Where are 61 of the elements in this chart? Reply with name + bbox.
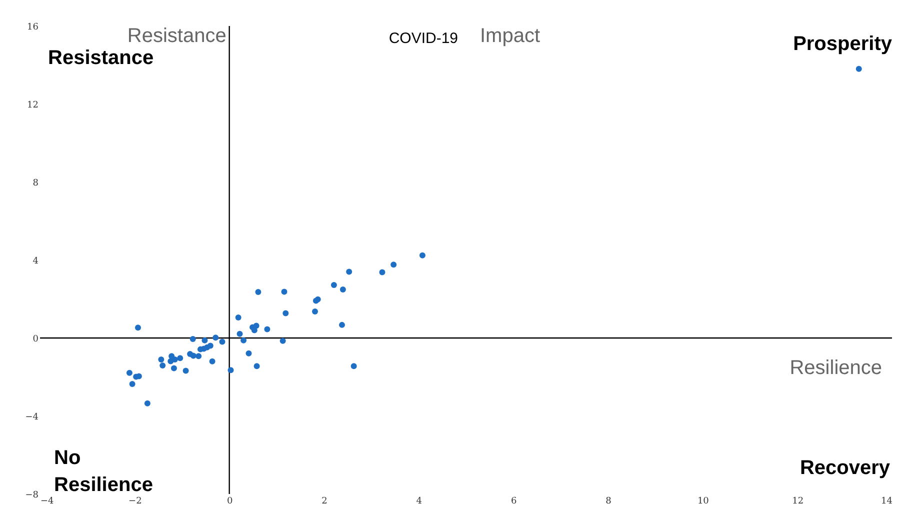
point bbox=[182, 368, 189, 374]
point bbox=[419, 252, 426, 258]
point bbox=[177, 355, 184, 362]
point bbox=[282, 310, 289, 316]
point bbox=[160, 362, 166, 368]
point bbox=[246, 350, 252, 356]
x-tick-label: 2 bbox=[322, 496, 328, 506]
point bbox=[340, 286, 346, 292]
point bbox=[254, 363, 260, 370]
point bbox=[129, 381, 136, 388]
y-tick-label: 4 bbox=[32, 256, 39, 266]
point bbox=[236, 330, 243, 337]
annotation: No Resilience bbox=[54, 447, 153, 496]
x-tick-label: −2 bbox=[128, 496, 142, 506]
point bbox=[281, 288, 288, 295]
point bbox=[235, 314, 242, 321]
y-tick-label: 12 bbox=[27, 100, 38, 110]
x-tick-label: 14 bbox=[881, 496, 893, 506]
point bbox=[338, 322, 345, 328]
x-axis-title: Resilience bbox=[790, 357, 882, 379]
point bbox=[158, 356, 164, 362]
point bbox=[196, 353, 202, 360]
chart-subtitle: Impact bbox=[480, 25, 540, 47]
x-tick-label: 4 bbox=[416, 496, 422, 506]
x-tick-label: 0 bbox=[226, 496, 233, 506]
annotation: Resistance bbox=[48, 47, 154, 69]
point bbox=[190, 336, 196, 342]
point bbox=[379, 269, 386, 276]
point bbox=[134, 324, 141, 331]
point bbox=[390, 262, 397, 268]
annotation: Recovery bbox=[800, 457, 891, 479]
annotation: Prosperity bbox=[793, 33, 893, 55]
y-tick-label: −4 bbox=[25, 412, 39, 422]
point bbox=[350, 363, 357, 370]
y-tick-label: 0 bbox=[32, 334, 39, 344]
point bbox=[219, 338, 226, 345]
point bbox=[330, 282, 337, 288]
point bbox=[228, 367, 234, 374]
point bbox=[144, 400, 150, 406]
point bbox=[202, 337, 208, 344]
point bbox=[280, 338, 286, 344]
y-tick-label: 8 bbox=[32, 178, 39, 188]
point bbox=[856, 66, 862, 72]
x-tick-label: 12 bbox=[792, 496, 804, 506]
y-tick-label: 16 bbox=[27, 22, 39, 32]
point bbox=[312, 308, 318, 314]
x-tick-label: −4 bbox=[40, 496, 54, 506]
point bbox=[126, 370, 132, 376]
x-tick-label: 10 bbox=[697, 496, 710, 506]
x-tick-label: 8 bbox=[606, 496, 612, 506]
point bbox=[170, 365, 177, 372]
y-axis-title: Resistance bbox=[127, 25, 226, 47]
point bbox=[209, 358, 216, 364]
point bbox=[212, 334, 219, 341]
y-tick-label: −8 bbox=[25, 490, 39, 500]
chart-title: COVID-19 bbox=[388, 30, 458, 47]
x-tick-label: 6 bbox=[510, 496, 517, 506]
point bbox=[240, 337, 247, 344]
point bbox=[255, 288, 262, 295]
point bbox=[346, 268, 352, 275]
point bbox=[264, 326, 270, 332]
